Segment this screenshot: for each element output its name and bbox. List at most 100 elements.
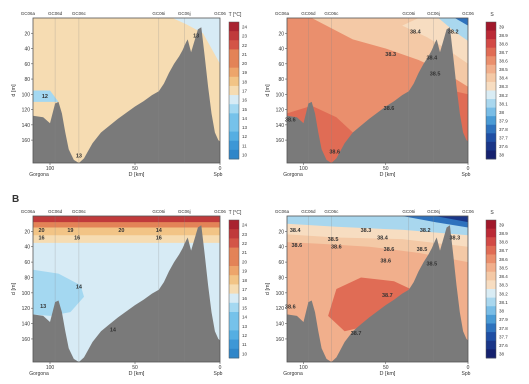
colorbar-tick-label: 38	[499, 309, 505, 314]
colorbar-tick-label: 20	[242, 259, 248, 264]
colorbar-swatch	[229, 229, 239, 239]
colorbar-swatch	[486, 332, 496, 342]
colorbar-swatch	[229, 284, 239, 294]
colorbar-tick-label: 23	[242, 232, 248, 237]
colorbar-tick-label: 37.9	[499, 317, 508, 322]
colorbar-tick-label: 13	[242, 125, 248, 130]
contour-label: 38.3	[449, 236, 460, 242]
colorbar-tick-label: 39	[499, 24, 505, 29]
contour-label: 38.6	[285, 305, 296, 311]
y-tick-label: 20	[24, 229, 30, 235]
x-end-label-left: Gorgona	[283, 172, 303, 178]
colorbar-swatch	[229, 293, 239, 304]
bathymetry	[33, 225, 220, 362]
colorbar-tick-label: 38.1	[499, 101, 508, 106]
colorbar-tick-label: 12	[242, 333, 248, 338]
colorbar-swatch	[229, 67, 239, 78]
colorbar-swatch	[229, 49, 239, 59]
colorbar-swatch	[229, 256, 239, 267]
contour-label: 38.7	[382, 293, 393, 299]
colorbar-tick-label: 38	[499, 352, 505, 357]
colorbar-swatch	[486, 39, 496, 49]
contour-label: 13	[193, 34, 199, 40]
colorbar-swatch	[486, 30, 496, 40]
colorbar-tick-label: 22	[242, 43, 248, 48]
x-end-label-right: Spb	[462, 371, 471, 377]
colorbar-tick-label: 20	[242, 61, 248, 66]
colorbar-frame	[485, 21, 497, 160]
y-tick-label: 160	[22, 337, 31, 343]
x-tick-label: 100	[299, 166, 308, 172]
x-end-label-right: Spb	[214, 172, 223, 178]
colorbar-frame	[228, 21, 240, 160]
station-label: GC06a	[21, 209, 36, 214]
colorbar-swatch	[229, 348, 239, 359]
y-axis-label: d [m]	[11, 282, 17, 295]
contour-label: 38.6	[292, 243, 303, 249]
colorbar-tick-label: 38	[499, 153, 505, 158]
colorbar-swatch	[486, 133, 496, 143]
field-region-6	[328, 277, 419, 332]
x-end-label-right: Spb	[462, 172, 471, 178]
contour-label: 38.7	[351, 331, 362, 337]
station-label: GC06i	[152, 209, 165, 214]
bathymetry	[287, 27, 468, 163]
field-region-4	[454, 18, 468, 26]
station-label: GC06a	[21, 11, 36, 16]
colorbar-unit: S	[490, 210, 494, 216]
x-end-label-left: Gorgona	[29, 371, 49, 377]
x-axis-label: D [km]	[129, 371, 145, 377]
contour-label: 38.2	[448, 30, 459, 36]
colorbar-swatch	[486, 323, 496, 333]
colorbar-tick-label: 18	[242, 79, 248, 84]
colorbar-swatch	[486, 280, 496, 290]
x-tick-label: 0	[467, 365, 470, 371]
contour-label: 38.3	[361, 228, 372, 234]
x-tick-label: 50	[383, 365, 389, 371]
colorbar-tick-label: 11	[242, 342, 247, 347]
field-region-3	[438, 18, 468, 41]
station-label: GC06c	[72, 11, 87, 16]
y-tick-label: 80	[24, 77, 30, 83]
x-end-label-left: Gorgona	[283, 371, 303, 377]
station-label: GC06	[462, 11, 474, 16]
y-tick-label: 60	[24, 62, 30, 68]
colorbar-swatch	[486, 150, 496, 160]
colorbar-tick-label: 37.6	[499, 343, 508, 348]
colorbar-swatch	[486, 297, 496, 307]
contour-label: 19	[67, 228, 73, 234]
colorbar-swatch	[486, 107, 496, 117]
colorbar-tick-label: 24	[242, 25, 248, 30]
y-tick-label: 120	[276, 306, 285, 312]
colorbar-tick-label: 17	[242, 287, 248, 292]
y-tick-label: 160	[276, 138, 285, 144]
field-region-2	[33, 90, 59, 102]
station-label: GC06	[214, 11, 226, 16]
colorbar-tick-label: 16	[242, 296, 248, 301]
station-label: GC06i	[152, 11, 165, 16]
colorbar-swatch	[229, 122, 239, 132]
colorbar-tick-label: 38.5	[499, 265, 508, 270]
contour-label: 16	[38, 236, 44, 242]
y-tick-label: 100	[22, 92, 31, 98]
contour-label: 16	[74, 236, 80, 242]
colorbar-tick-label: 37.8	[499, 127, 508, 132]
colorbar-swatch	[229, 22, 239, 32]
y-tick-label: 100	[22, 291, 31, 297]
colorbar-tick-label: 38.9	[499, 33, 508, 38]
colorbar-tick-label: 37.6	[499, 144, 508, 149]
colorbar-tick-label: 14	[242, 315, 248, 320]
colorbar-swatch	[229, 58, 239, 69]
y-tick-label: 60	[278, 260, 284, 266]
x-axis-label: D [km]	[380, 172, 396, 178]
colorbar-swatch	[229, 31, 239, 41]
y-tick-label: 80	[278, 275, 284, 281]
colorbar-swatch	[229, 302, 239, 313]
chart-A-salinity: GC06a GC06d GC06c GC06i GC06j GC06 20 40 60 80 100…	[265, 11, 508, 178]
y-tick-label: 140	[276, 123, 285, 129]
colorbar-tick-label: 38.1	[499, 300, 508, 305]
y-tick-label: 60	[278, 62, 284, 68]
contour-label: 38.4	[290, 228, 302, 234]
y-tick-label: 160	[22, 138, 31, 144]
plot-frame	[32, 215, 221, 363]
